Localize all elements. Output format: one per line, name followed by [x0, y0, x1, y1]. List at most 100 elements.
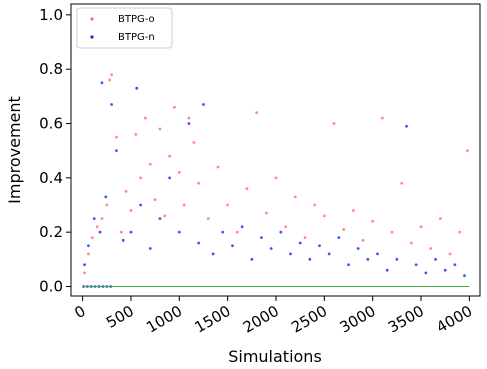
legend-label-btpg-o: BTPG-o — [118, 14, 155, 25]
point-btpg-o — [129, 209, 133, 212]
y-tick-label: 0.2 — [39, 223, 63, 241]
point-btpg-o — [255, 111, 259, 115]
point-btpg-o — [226, 203, 230, 207]
point-btpg-n — [356, 247, 360, 250]
point-btpg-o — [95, 225, 99, 229]
point-btpg-o — [419, 225, 423, 229]
point-btpg-n — [115, 149, 118, 153]
point-btpg-n — [376, 252, 379, 256]
legend: BTPG-o BTPG-n — [76, 7, 173, 49]
point-btpg-o — [351, 209, 355, 212]
point-btpg-n — [289, 252, 292, 256]
point-btpg-n — [231, 244, 234, 248]
point-btpg-o — [245, 187, 249, 191]
point-btpg-n — [87, 244, 90, 248]
point-btpg-o — [105, 203, 109, 207]
y-axis-label: Improvement — [5, 96, 24, 204]
point-btpg-n — [197, 241, 201, 245]
point-btpg-n — [98, 230, 102, 234]
point-btpg-o — [361, 238, 365, 242]
x-tick-label: 3000 — [337, 302, 379, 337]
point-btpg-o — [342, 228, 346, 231]
legend-marker-btpg-o — [90, 17, 94, 21]
point-btpg-n — [187, 122, 191, 125]
series-btpg-n — [82, 81, 466, 288]
point-btpg-n — [395, 257, 399, 261]
point-btpg-o — [371, 219, 375, 223]
point-btpg-o — [303, 236, 307, 240]
point-btpg-o — [83, 271, 86, 275]
x-tick-label: 3500 — [385, 302, 427, 337]
point-btpg-o — [153, 198, 157, 201]
point-btpg-o — [235, 230, 239, 234]
point-btpg-n — [92, 217, 96, 220]
point-btpg-o — [192, 141, 196, 144]
point-btpg-o — [313, 203, 317, 207]
point-btpg-o — [380, 116, 384, 120]
point-btpg-o — [448, 252, 452, 256]
point-btpg-n — [250, 257, 254, 261]
point-btpg-n — [148, 247, 152, 250]
point-btpg-o — [144, 116, 147, 120]
point-btpg-n — [385, 268, 389, 272]
point-btpg-n — [100, 81, 104, 85]
point-btpg-n — [453, 263, 457, 267]
point-btpg-o — [409, 241, 413, 245]
point-btpg-n — [158, 217, 162, 220]
point-btpg-o — [108, 78, 112, 82]
y-tick-label: 0.8 — [39, 60, 63, 78]
point-btpg-o — [264, 211, 268, 215]
point-btpg-n — [211, 252, 215, 256]
x-tick-label: 2500 — [288, 302, 330, 337]
point-btpg-n — [260, 236, 263, 240]
y-tick-label: 0.4 — [39, 169, 63, 187]
point-btpg-o — [148, 162, 152, 166]
point-btpg-o — [163, 214, 167, 218]
point-btpg-o — [182, 203, 186, 207]
point-btpg-o — [322, 214, 326, 218]
point-btpg-o — [177, 171, 181, 174]
point-btpg-n — [366, 257, 370, 261]
point-btpg-o — [400, 181, 404, 185]
x-axis: 0 500 1000 1500 2000 2500 3000 3500 4000 — [71, 296, 475, 337]
point-btpg-n — [83, 263, 86, 267]
point-btpg-n — [327, 252, 331, 256]
point-btpg-o — [134, 132, 138, 136]
x-tick-label: 1500 — [192, 302, 234, 337]
point-btpg-n — [129, 230, 133, 234]
x-tick-label: 500 — [103, 302, 137, 332]
point-btpg-o — [293, 195, 297, 199]
y-axis: 0.0 0.2 0.4 0.6 0.8 1.0 — [39, 6, 71, 295]
point-btpg-o — [206, 217, 210, 220]
point-btpg-o — [332, 122, 336, 125]
point-btpg-o — [216, 165, 220, 169]
series-btpg-o — [83, 73, 469, 275]
point-btpg-o — [429, 247, 433, 250]
point-btpg-n — [443, 268, 447, 272]
data-points-layer — [82, 73, 469, 288]
point-btpg-n — [110, 103, 114, 106]
point-btpg-o — [284, 225, 288, 229]
point-btpg-n — [318, 244, 321, 248]
x-tick-label: 4000 — [433, 302, 475, 337]
legend-label-btpg-n: BTPG-n — [118, 32, 155, 43]
point-btpg-o — [119, 230, 123, 234]
point-btpg-n — [298, 241, 302, 245]
point-btpg-n — [424, 271, 428, 275]
point-btpg-o — [173, 105, 176, 109]
point-btpg-n — [240, 225, 244, 229]
point-btpg-n — [434, 257, 437, 261]
point-btpg-o — [158, 127, 162, 131]
point-btpg-o — [100, 217, 104, 220]
point-btpg-o — [139, 176, 143, 180]
point-btpg-o — [168, 154, 172, 158]
x-axis-label: Simulations — [228, 347, 322, 366]
point-btpg-o — [115, 135, 118, 139]
y-tick-label: 0.6 — [39, 115, 63, 133]
point-btpg-o — [390, 230, 394, 234]
point-btpg-n — [279, 230, 283, 234]
point-btpg-o — [197, 181, 201, 185]
point-btpg-n — [168, 176, 172, 180]
x-tick-label: 2000 — [240, 302, 282, 337]
